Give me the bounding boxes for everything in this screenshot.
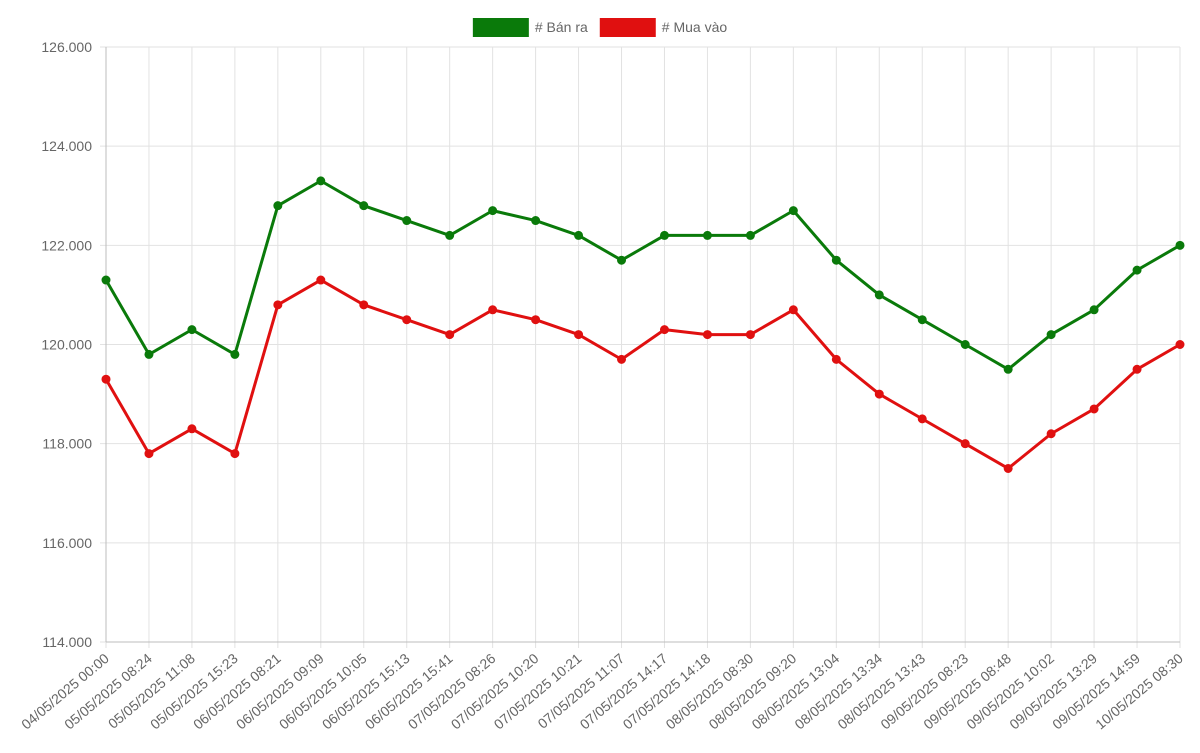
y-tick-label: 120.000: [41, 337, 92, 353]
data-point: [1089, 404, 1099, 414]
data-point: [531, 315, 541, 325]
data-point: [359, 201, 369, 211]
data-point: [445, 230, 455, 240]
data-point: [402, 315, 412, 325]
data-point: [101, 275, 111, 285]
data-point: [702, 230, 712, 240]
data-point: [917, 315, 927, 325]
data-point: [144, 349, 154, 359]
data-point: [574, 330, 584, 340]
y-tick-label: 124.000: [41, 138, 92, 154]
y-tick-label: 118.000: [42, 436, 92, 452]
legend-label: # Mua vào: [662, 19, 728, 35]
legend: # Bán ra # Mua vào: [472, 18, 728, 37]
data-point: [230, 349, 240, 359]
data-point: [659, 230, 669, 240]
data-point: [617, 255, 627, 265]
data-point: [1175, 240, 1185, 250]
data-point: [617, 354, 627, 364]
data-point: [659, 325, 669, 335]
data-point: [488, 206, 498, 216]
y-tick-label: 122.000: [41, 237, 92, 253]
data-point: [230, 449, 240, 459]
data-point: [788, 305, 798, 315]
series-layer: [101, 176, 1185, 473]
data-point: [1132, 364, 1142, 374]
y-axis-ticks: 114.000 116.000 118.000 120.000 122.000 124.0…: [41, 39, 92, 650]
data-point: [702, 330, 712, 340]
grid-lines: [100, 46, 1181, 648]
y-tick-label: 114.000: [42, 634, 92, 650]
y-tick-label: 126.000: [41, 39, 92, 55]
data-point: [359, 300, 369, 310]
y-tick-label: 116.000: [42, 535, 92, 551]
data-point: [745, 230, 755, 240]
data-point: [1175, 340, 1185, 349]
data-point: [960, 340, 970, 349]
data-point: [488, 305, 498, 315]
data-point: [1089, 305, 1099, 315]
data-point: [531, 216, 541, 226]
data-point: [445, 330, 455, 340]
series-line: [104, 278, 1182, 470]
data-point: [187, 424, 197, 434]
data-point: [273, 300, 283, 310]
legend-label: # Bán ra: [535, 19, 588, 35]
data-point: [273, 201, 283, 211]
data-point: [402, 216, 412, 226]
series-2: [101, 275, 1185, 473]
data-point: [101, 374, 111, 384]
data-point: [1003, 364, 1013, 374]
data-point: [1046, 429, 1056, 439]
data-point: [1046, 330, 1056, 340]
data-point: [874, 290, 884, 300]
data-point: [745, 330, 755, 340]
legend-swatch: [599, 18, 656, 37]
series-line: [104, 179, 1182, 371]
data-point: [1003, 463, 1013, 473]
data-point: [574, 230, 584, 240]
legend-item-2: # Mua vào: [599, 18, 728, 37]
data-point: [960, 439, 970, 449]
data-point: [316, 176, 326, 186]
data-point: [831, 255, 841, 265]
data-point: [917, 414, 927, 424]
data-point: [788, 206, 798, 216]
legend-item-1: # Bán ra: [472, 18, 588, 37]
data-point: [316, 275, 326, 285]
data-point: [831, 354, 841, 364]
data-point: [1132, 265, 1142, 275]
data-point: [187, 325, 197, 335]
series-1: [101, 176, 1185, 374]
data-point: [874, 389, 884, 399]
data-point: [144, 449, 154, 459]
legend-swatch: [472, 18, 529, 37]
